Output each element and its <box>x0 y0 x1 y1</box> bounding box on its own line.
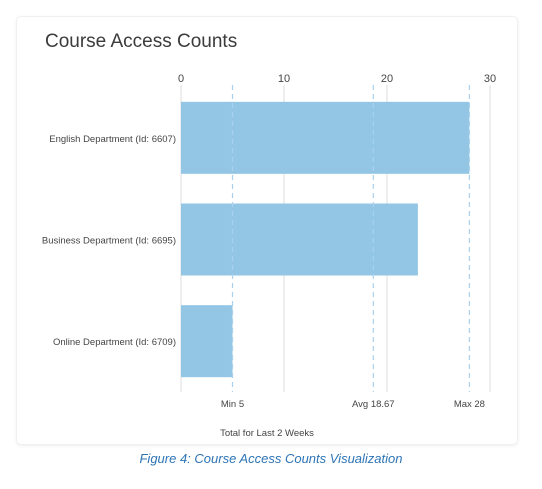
reference-label: Max 28 <box>454 399 485 410</box>
x-axis-label: Total for Last 2 Weeks <box>220 428 314 439</box>
x-tick-label: 30 <box>484 73 496 85</box>
reference-label: Min 5 <box>221 399 244 410</box>
category-label: Online Department (Id: 6709) <box>53 337 176 348</box>
x-tick-label: 20 <box>381 73 393 85</box>
figure-caption: Figure 4: Course Access Counts Visualiza… <box>139 451 403 466</box>
category-label: Business Department (Id: 6695) <box>42 236 176 247</box>
bar <box>181 305 233 378</box>
bar <box>181 203 418 276</box>
x-tick-label: 0 <box>178 73 184 85</box>
reference-label: Avg 18.67 <box>352 399 395 410</box>
bar <box>181 101 470 174</box>
x-tick-label: 10 <box>278 73 290 85</box>
category-label: English Department (Id: 6607) <box>49 134 176 145</box>
chart-title: Course Access Counts <box>45 31 238 52</box>
